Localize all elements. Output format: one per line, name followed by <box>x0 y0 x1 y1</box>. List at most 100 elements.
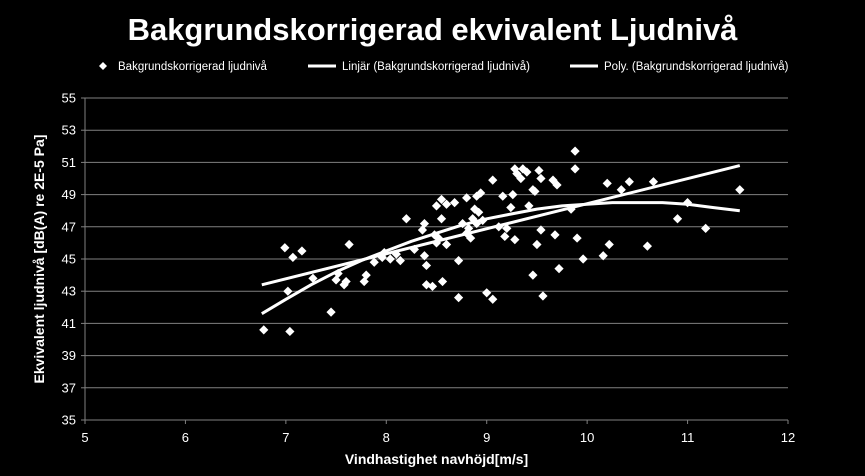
data-point-marker <box>578 254 588 264</box>
data-point-marker <box>344 239 354 250</box>
y-axis-label: Ekvivalent ljudnivå [dB(A) re 2E-5 Pa] <box>31 135 47 384</box>
y-tick-label: 49 <box>62 187 76 202</box>
y-tick-label: 35 <box>62 413 76 428</box>
data-point-marker <box>604 239 614 250</box>
data-point-marker <box>453 256 464 266</box>
data-point-marker <box>453 293 464 303</box>
x-tick-label: 7 <box>282 430 289 445</box>
data-point-marker <box>421 260 432 271</box>
data-point-marker <box>534 165 544 176</box>
data-point-marker <box>326 307 336 317</box>
data-point-marker <box>536 173 546 184</box>
x-tick-label: 12 <box>781 430 795 445</box>
data-point-marker <box>701 223 711 234</box>
data-point-marker <box>624 177 634 187</box>
data-point-marker <box>466 233 476 243</box>
data-point-marker <box>570 164 580 174</box>
grid-lines <box>85 97 788 421</box>
x-tick-label: 9 <box>483 430 490 445</box>
data-point-marker <box>476 188 486 198</box>
data-point-marker <box>427 281 438 291</box>
data-point-marker <box>259 325 269 335</box>
data-point-marker <box>498 191 508 201</box>
data-point-marker <box>385 254 395 264</box>
plot-area <box>259 146 745 337</box>
data-point-marker <box>506 202 516 213</box>
x-tick-label: 5 <box>81 430 88 445</box>
data-point-marker <box>528 270 538 280</box>
data-point-marker <box>283 286 293 296</box>
data-point-marker <box>391 249 401 259</box>
data-point-marker <box>280 243 290 253</box>
data-point-marker <box>419 218 430 229</box>
data-point-marker <box>419 251 430 261</box>
data-point-marker <box>433 233 444 243</box>
polynomial-trendline <box>261 201 740 315</box>
linear-trendline <box>261 164 741 287</box>
data-point-marker <box>735 185 745 195</box>
y-tick-label: 55 <box>62 91 76 106</box>
data-point-marker <box>462 193 472 203</box>
data-point-marker <box>500 231 510 242</box>
data-point-marker <box>431 201 442 211</box>
legend-marker-diamond <box>99 62 107 70</box>
data-point-marker <box>401 214 411 224</box>
y-tick-label: 51 <box>62 155 76 170</box>
data-point-marker <box>548 175 558 185</box>
data-point-marker <box>538 291 548 301</box>
data-point-marker <box>361 270 371 280</box>
data-point-marker <box>449 198 460 208</box>
x-axis-label: Vindhastighet navhöjd[m/s] <box>345 451 528 467</box>
data-point-marker <box>441 239 452 250</box>
x-tick-label: 6 <box>182 430 189 445</box>
legend-label: Poly. (Bakgrundskorrigerad ljudnivå) <box>604 61 789 73</box>
legend-label: Bakgrundskorrigerad ljudnivå <box>118 61 268 73</box>
data-point-marker <box>359 276 369 287</box>
data-point-marker <box>297 246 307 256</box>
data-point-marker <box>482 288 492 298</box>
data-point-marker <box>554 264 564 274</box>
legend: Bakgrundskorrigerad ljudnivå Linjär (Bakg… <box>99 61 789 73</box>
data-point-marker <box>642 241 652 251</box>
y-tick-label: 43 <box>62 284 76 299</box>
x-tick-label: 8 <box>383 430 390 445</box>
data-point-marker <box>436 194 447 205</box>
data-point-marker <box>598 251 608 261</box>
data-point-marker <box>441 199 452 209</box>
x-tick-label: 10 <box>580 430 594 445</box>
data-point-marker <box>508 190 518 200</box>
data-point-marker <box>530 186 540 196</box>
data-point-marker <box>464 223 474 234</box>
x-tick-label: 11 <box>681 430 695 445</box>
data-point-marker <box>288 252 298 262</box>
data-point-marker <box>524 201 534 211</box>
data-point-marker <box>648 177 659 187</box>
data-point-marker <box>488 175 498 185</box>
y-tick-label: 37 <box>62 380 76 395</box>
data-point-marker <box>474 207 484 217</box>
data-point-marker <box>285 326 295 337</box>
data-point-marker <box>616 185 626 195</box>
data-point-marker <box>510 235 520 245</box>
data-point-marker <box>472 191 482 201</box>
data-point-marker <box>377 252 387 262</box>
data-point-marker <box>488 294 498 304</box>
data-point-marker <box>437 276 448 287</box>
data-point-marker <box>536 225 546 235</box>
data-point-marker <box>436 214 447 224</box>
data-point-marker <box>341 276 351 287</box>
data-point-marker <box>395 256 405 266</box>
data-point-marker <box>570 146 580 156</box>
y-tick-label: 45 <box>62 252 76 267</box>
data-point-marker <box>308 273 318 283</box>
data-point-marker <box>516 173 526 184</box>
y-tick-label: 39 <box>62 348 76 363</box>
data-point-marker <box>532 239 542 250</box>
data-point-marker <box>572 233 582 243</box>
data-point-marker <box>602 178 612 188</box>
y-tick-label: 47 <box>62 219 76 234</box>
data-point-marker <box>369 257 379 267</box>
data-point-marker <box>550 230 560 240</box>
